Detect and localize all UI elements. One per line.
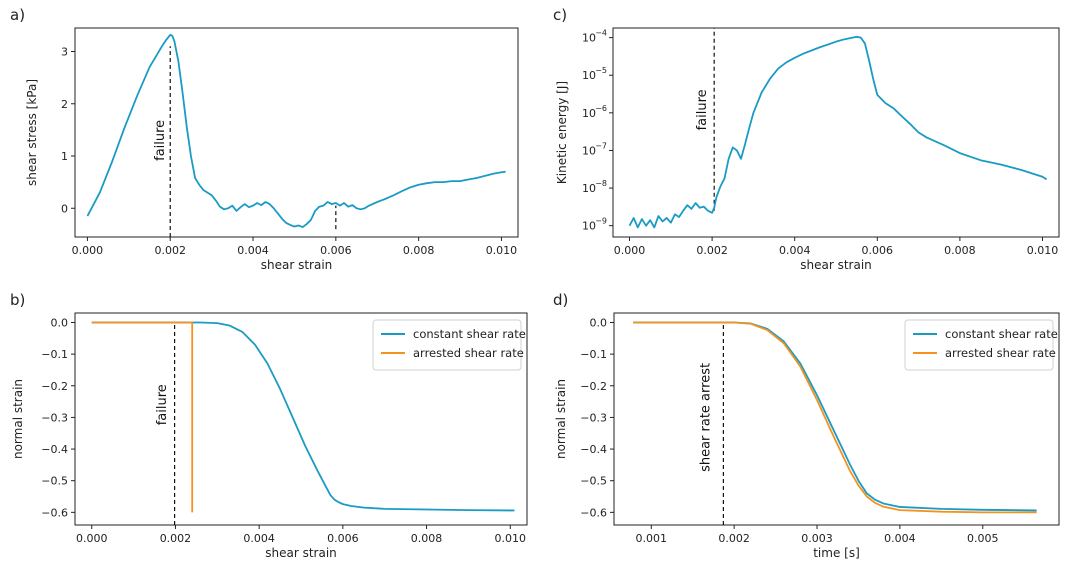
x-axis-label: time [s]: [813, 546, 860, 560]
y-axis-label: Kinetic energy [J]: [555, 81, 569, 184]
x-tick-label: 0.006: [862, 244, 894, 257]
y-tick-label: 0.0: [590, 316, 608, 329]
y-tick-label: −0.6: [580, 506, 607, 519]
x-tick-label: 0.004: [884, 532, 916, 545]
y-tick-label: −0.2: [580, 380, 607, 393]
panel-b: b) 0.000 0.002 0.004 0.006 0.008 0.010 0.0 −0.1 −…: [10, 291, 528, 560]
x-tick-label: 0.004: [237, 244, 269, 257]
series-line-2: [633, 321, 1037, 514]
y-tick-base: 10: [582, 107, 596, 120]
axes-frame: [74, 27, 519, 238]
legend-entry: arrested shear rate: [413, 346, 524, 360]
axes-frame: [613, 312, 1060, 526]
legend-box: [904, 319, 1054, 371]
y-tick-exponent: −4: [595, 29, 607, 38]
panel-c: c)0.000 0.002 0.004 0.006 0.008 0.01010−910−8…: [553, 6, 1060, 272]
y-tick-label: −0.6: [41, 506, 68, 519]
axes-frame: [74, 312, 528, 526]
y-tick-exponent: −9: [595, 217, 607, 226]
y-tick-exponent: −7: [595, 141, 607, 150]
x-tick-label: 0.004: [243, 532, 275, 545]
series-line-2: [91, 321, 194, 513]
y-tick-label: 1: [61, 150, 68, 163]
panel-a: a) 0.000 0.002 0.004 0.006 0.008 0.010 0 1 2 3 shea…: [10, 6, 519, 272]
x-tick-label: 0.002: [718, 532, 750, 545]
y-tick-exponent: −5: [595, 66, 607, 75]
annotation-text: failure: [155, 384, 170, 425]
series-line-1: [86, 33, 506, 228]
panel-d: d) 0.001 0.002 0.003 0.004 0.005 0.0 −0.1 −0.2 −0…: [553, 291, 1060, 560]
y-tick-label: −0.5: [580, 475, 607, 488]
x-tick-label: 0.003: [801, 532, 833, 545]
y-tick-exponent: −8: [595, 179, 607, 188]
x-tick-label: 0.006: [320, 244, 352, 257]
x-tick-label: 0.008: [944, 244, 976, 257]
y-tick-base: 10: [582, 220, 596, 233]
x-tick-label: 0.010: [495, 532, 527, 545]
x-tick-label: 0.004: [779, 244, 811, 257]
x-tick-label: 0.008: [403, 244, 435, 257]
x-tick-label: 0.002: [154, 244, 186, 257]
y-tick-label: 3: [61, 46, 68, 59]
x-axis-label: shear strain: [261, 258, 333, 272]
legend-entry: constant shear rate: [413, 327, 526, 341]
x-tick-label: 0.005: [967, 532, 999, 545]
panel-label-b: b): [10, 291, 25, 309]
legend-box: [372, 319, 522, 371]
annotation-text: failure: [153, 120, 168, 161]
y-tick-label: −0.4: [41, 443, 68, 456]
panel-label-d: d): [553, 291, 568, 309]
x-tick-label: 0.002: [160, 532, 192, 545]
panel-label-c: c): [553, 6, 567, 24]
legend-entry: arrested shear rate: [945, 346, 1056, 360]
y-tick-label: −0.5: [41, 475, 68, 488]
y-axis-label: shear stress [kPa]: [25, 79, 39, 186]
y-tick-label: −0.4: [580, 443, 607, 456]
y-axis-label: normal strain: [554, 379, 568, 459]
series-line-1: [628, 35, 1048, 229]
y-tick-base: 10: [582, 144, 596, 157]
x-tick-label: 0.000: [72, 244, 104, 257]
y-tick-label: −0.2: [41, 380, 68, 393]
x-tick-label: 0.006: [327, 532, 359, 545]
y-tick-label: −0.3: [41, 411, 68, 424]
y-tick-base: 10: [582, 69, 596, 82]
panel-label-a: a): [10, 6, 25, 24]
y-axis-label: normal strain: [11, 379, 25, 459]
x-tick-label: 0.010: [1027, 244, 1059, 257]
series-line-1: [91, 321, 515, 512]
y-tick-exponent: −6: [595, 104, 607, 113]
x-tick-label: 0.000: [614, 244, 646, 257]
y-tick-label: −0.3: [580, 411, 607, 424]
legend-entry: constant shear rate: [945, 327, 1058, 341]
x-axis-label: shear strain: [265, 546, 337, 560]
y-tick-label: −0.1: [41, 348, 68, 361]
y-tick-label: −0.1: [580, 348, 607, 361]
y-tick-base: 10: [582, 32, 596, 45]
x-tick-label: 0.001: [636, 532, 668, 545]
x-tick-label: 0.010: [486, 244, 518, 257]
y-tick-label: 0: [61, 202, 68, 215]
annotation-text: failure: [695, 89, 710, 130]
annotation-text: shear rate arrest: [698, 363, 713, 472]
x-tick-label: 0.000: [76, 532, 108, 545]
axes-frame: [612, 27, 1060, 238]
x-axis-label: shear strain: [800, 258, 872, 272]
x-tick-label: 0.002: [696, 244, 728, 257]
x-tick-label: 0.008: [411, 532, 443, 545]
y-tick-base: 10: [582, 182, 596, 195]
y-tick-label: 0.0: [51, 316, 69, 329]
y-tick-label: 2: [61, 98, 68, 111]
